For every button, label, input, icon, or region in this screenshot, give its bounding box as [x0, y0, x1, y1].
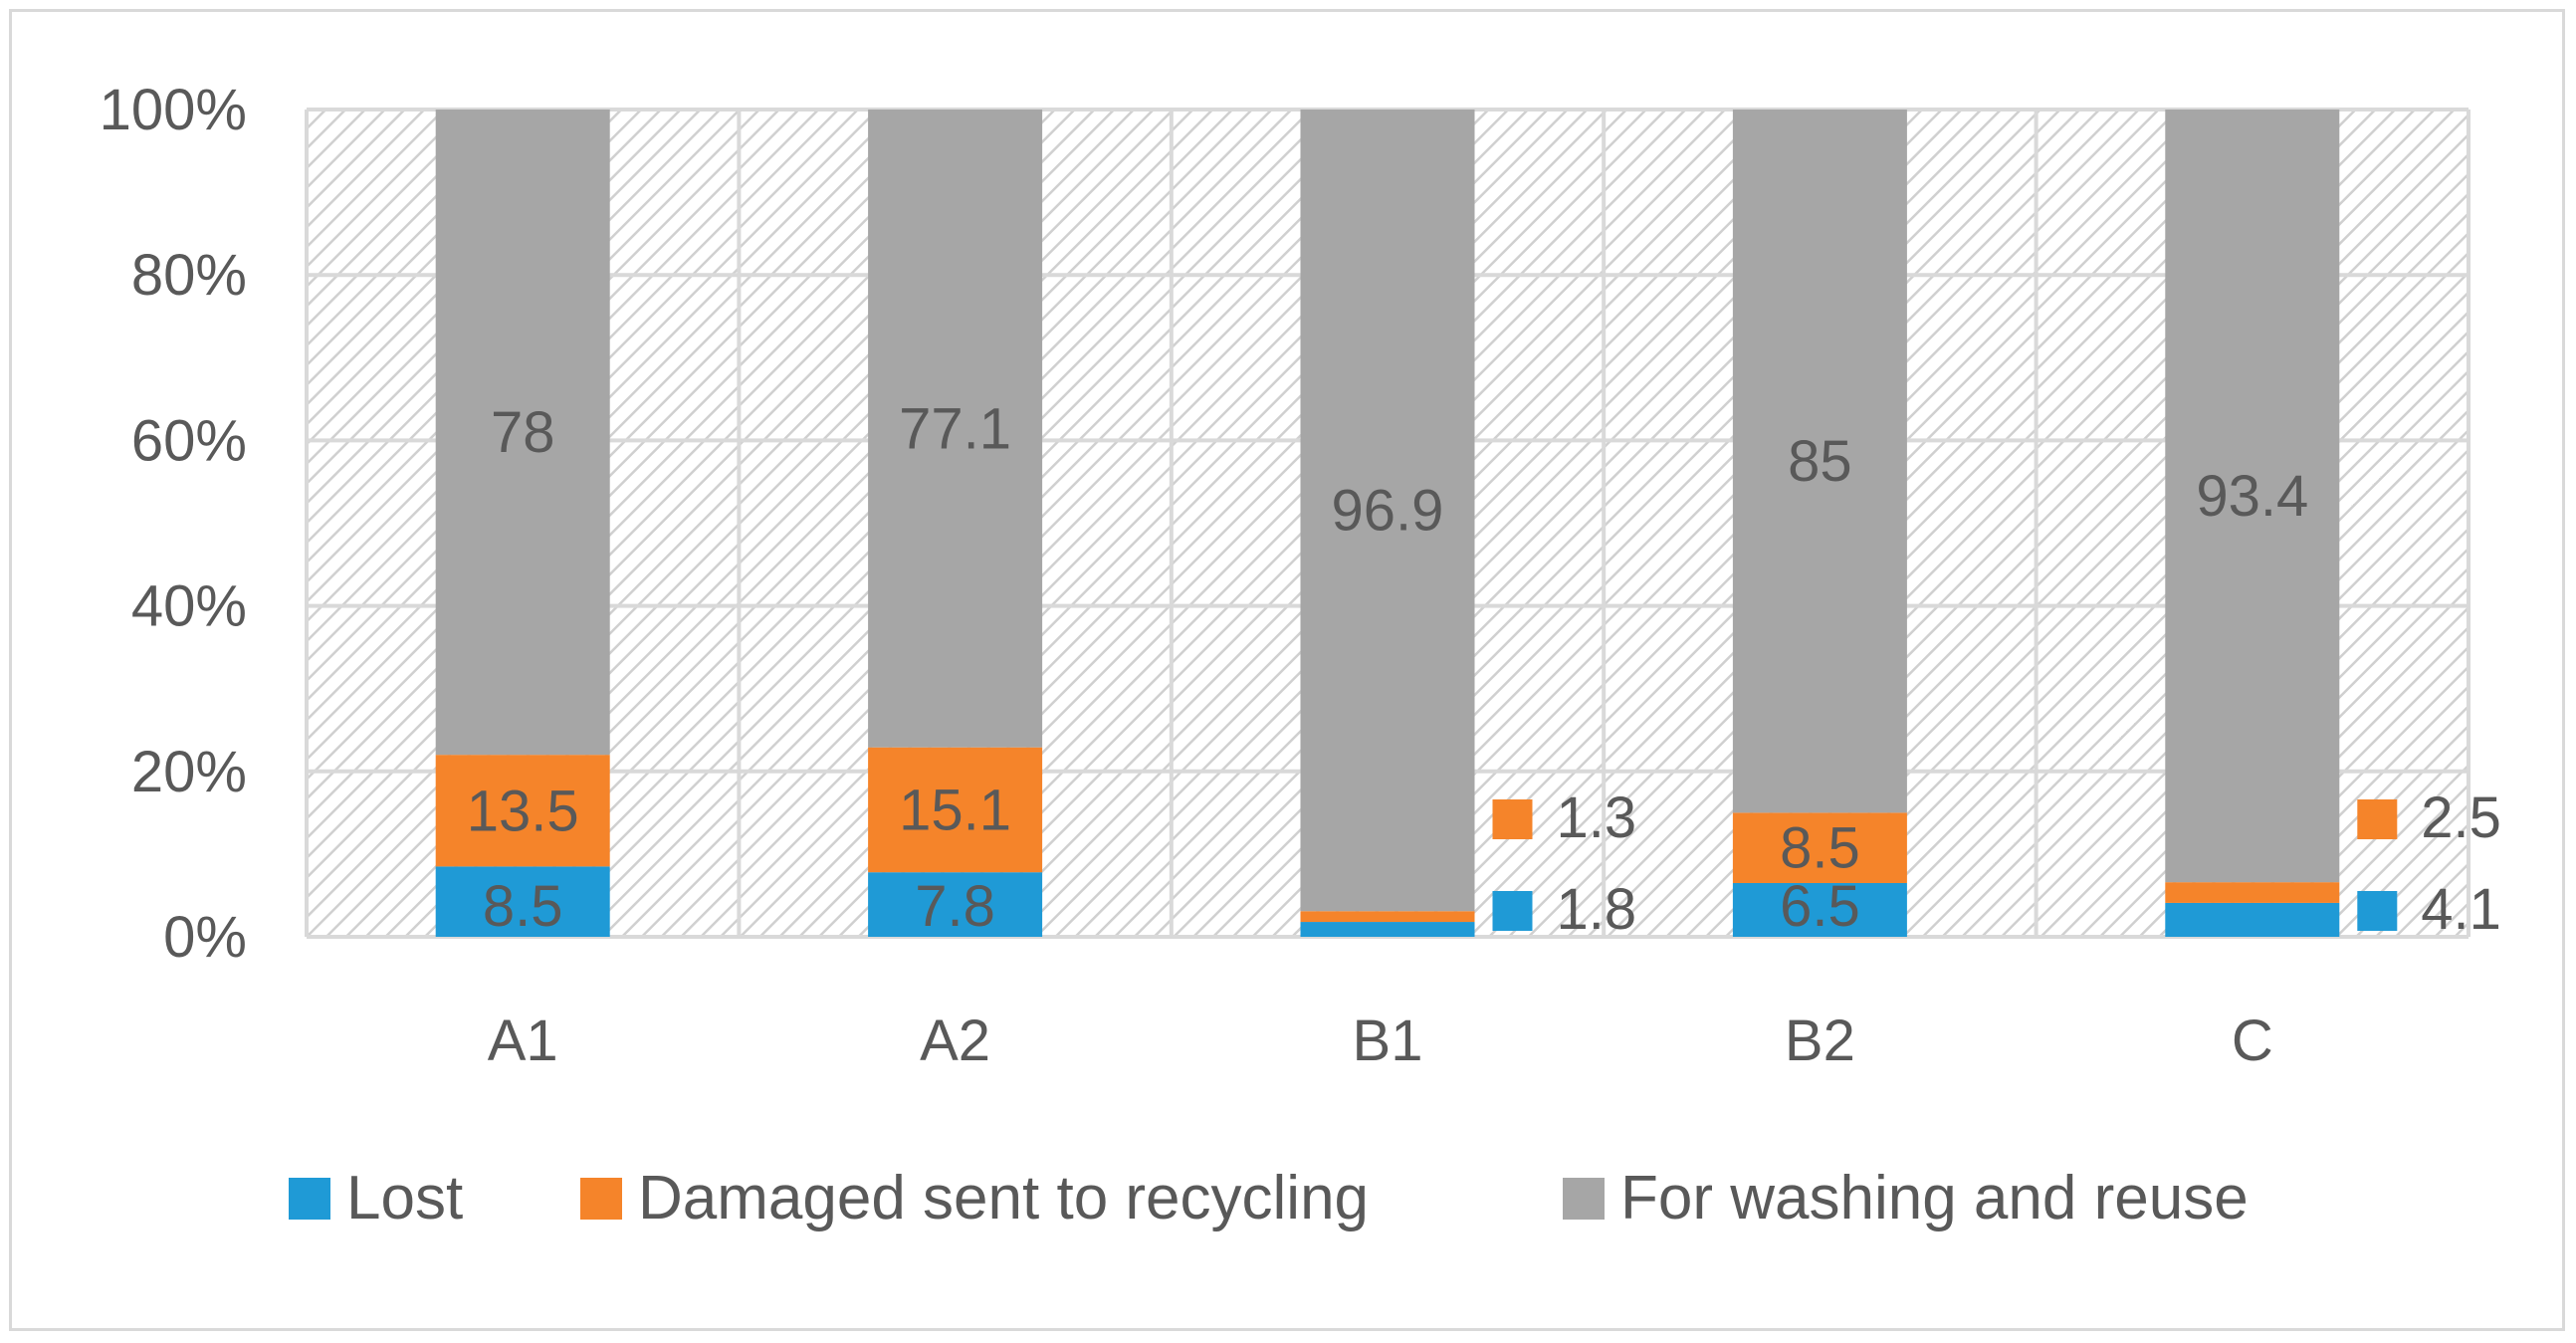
y-tick-label: 0% — [163, 905, 247, 970]
bar-segment-lost — [1732, 882, 1907, 937]
data-label: 93.4 — [2196, 464, 2308, 529]
data-label-key — [2357, 799, 2398, 839]
bar-segment-damaged-sent-to-recycling — [868, 747, 1043, 873]
data-label-key — [1492, 799, 1533, 839]
data-label: 96.9 — [1332, 479, 1444, 544]
data-label-key — [2357, 891, 2398, 931]
legend-swatch — [580, 1178, 622, 1220]
data-label: 78 — [491, 400, 555, 465]
bar-segment-lost — [435, 866, 610, 937]
data-label-key — [1492, 891, 1533, 931]
bar-segment-for-washing-and-reuse — [1300, 110, 1475, 912]
data-label: 77.1 — [899, 396, 1011, 461]
legend-label: Lost — [346, 1164, 463, 1232]
data-label: 7.8 — [915, 874, 995, 939]
bar-segment-damaged-sent-to-recycling — [2165, 882, 2340, 903]
data-label: 1.3 — [1557, 785, 1637, 850]
bar-segment-lost — [868, 872, 1043, 937]
bar-segment-damaged-sent-to-recycling — [435, 755, 610, 867]
data-label: 8.5 — [1780, 816, 1860, 881]
legend-swatch — [289, 1178, 330, 1220]
x-tick-label: B2 — [1785, 1008, 1855, 1073]
data-label: 8.5 — [483, 874, 563, 939]
bar-segment-for-washing-and-reuse — [435, 110, 610, 756]
legend-label: For washing and reuse — [1620, 1164, 2249, 1232]
bar-segment-for-washing-and-reuse — [868, 110, 1043, 748]
x-tick-label: A2 — [920, 1008, 990, 1073]
bar-segment-lost — [1300, 922, 1475, 937]
legend: Lost Damaged sent to recycling For washing… — [289, 1164, 2249, 1232]
x-tick-label: B1 — [1353, 1008, 1423, 1073]
bar-segment-for-washing-and-reuse — [1732, 110, 1907, 813]
y-tick-label: 80% — [131, 243, 247, 308]
bar-segment-lost — [2165, 902, 2340, 937]
data-label: 6.5 — [1780, 874, 1860, 939]
y-tick-label: 60% — [131, 408, 247, 473]
data-label: 15.1 — [899, 778, 1011, 842]
legend-swatch — [1563, 1178, 1605, 1220]
bar-segment-for-washing-and-reuse — [2165, 110, 2340, 883]
x-tick-label: A1 — [488, 1008, 558, 1073]
data-label: 2.5 — [2421, 785, 2501, 850]
data-label: 4.1 — [2421, 877, 2501, 942]
bar-segment-damaged-sent-to-recycling — [1732, 812, 1907, 883]
data-label: 1.8 — [1557, 877, 1637, 942]
y-tick-label: 40% — [131, 574, 247, 639]
data-label: 85 — [1788, 429, 1852, 494]
data-label: 13.5 — [467, 779, 579, 843]
x-tick-label: C — [2232, 1008, 2273, 1073]
y-tick-label: 20% — [131, 740, 247, 804]
bar-segment-damaged-sent-to-recycling — [1300, 911, 1475, 923]
legend-label: Damaged sent to recycling — [638, 1164, 1369, 1232]
y-tick-label: 100% — [100, 78, 247, 142]
